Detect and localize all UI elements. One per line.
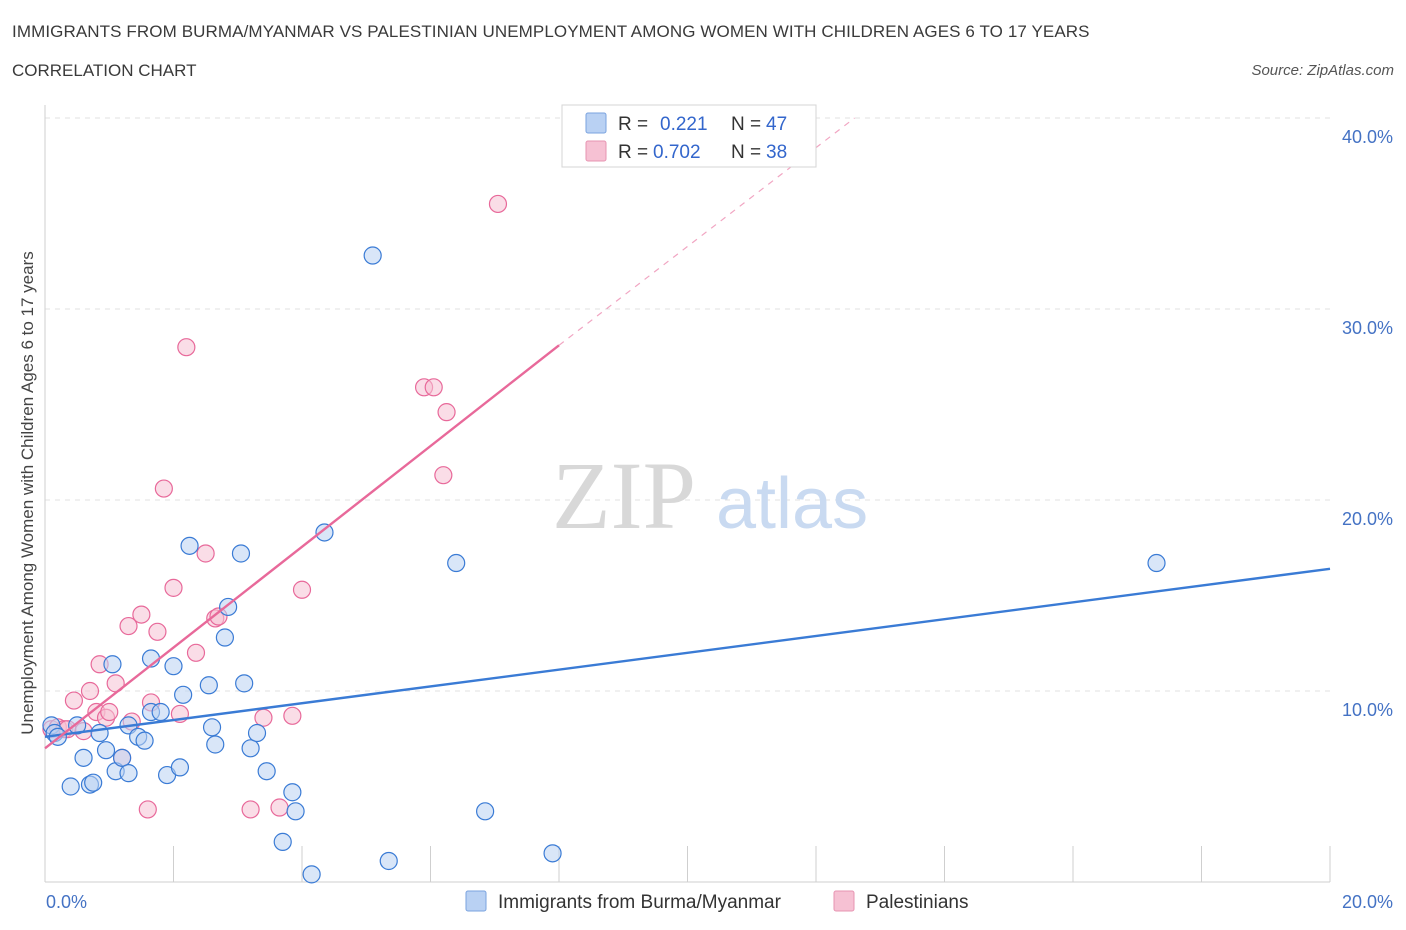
trend-lines bbox=[44, 117, 1331, 750]
palestinians-trend-extension bbox=[558, 117, 855, 346]
legend-n-label-burma: N = bbox=[731, 114, 761, 135]
y-tick-labels: 10.0% 20.0% 30.0% 40.0% bbox=[1342, 127, 1393, 720]
chart-title: IMMIGRANTS FROM BURMA/MYANMAR VS PALESTI… bbox=[12, 22, 1090, 41]
burma-point bbox=[363, 246, 382, 265]
palestinians-point bbox=[64, 691, 84, 710]
chart-subtitle: CORRELATION CHART bbox=[12, 61, 197, 80]
palestinians-point bbox=[196, 544, 215, 563]
series-legend-swatch-burma bbox=[465, 890, 487, 912]
burma-point bbox=[174, 685, 193, 704]
palestinians-point bbox=[148, 622, 167, 641]
burma-point bbox=[74, 748, 93, 767]
burma-point bbox=[257, 762, 276, 781]
y-tick-label: 30.0% bbox=[1342, 318, 1393, 338]
burma-point bbox=[476, 802, 495, 821]
palestinians-point bbox=[132, 605, 151, 624]
axes bbox=[44, 105, 1331, 883]
legend-r-label-palestinians: R = bbox=[618, 142, 648, 163]
x-tick-label-max: 20.0% bbox=[1342, 892, 1393, 912]
burma-point bbox=[202, 718, 222, 737]
y-tick-label: 10.0% bbox=[1342, 700, 1393, 720]
watermark: ZIP atlas bbox=[552, 442, 868, 549]
burma-point bbox=[119, 764, 138, 783]
burma-point bbox=[90, 723, 109, 743]
burma-point bbox=[247, 723, 267, 743]
burma-point bbox=[231, 544, 251, 563]
watermark-zip: ZIP bbox=[552, 442, 696, 549]
burma-point bbox=[543, 844, 562, 863]
y-tick-label: 40.0% bbox=[1342, 127, 1393, 147]
palestinians-point bbox=[80, 681, 100, 701]
burma-point bbox=[241, 739, 260, 758]
palestinians-point bbox=[424, 378, 443, 397]
burma-point bbox=[379, 851, 398, 871]
burma-point bbox=[286, 802, 305, 821]
gridlines bbox=[45, 117, 1330, 692]
palestinians-point bbox=[488, 194, 508, 214]
palestinians-points bbox=[42, 194, 508, 819]
burma-point bbox=[112, 748, 132, 767]
burma-points bbox=[42, 246, 1166, 884]
palestinians-point bbox=[177, 338, 196, 357]
source-label: Source: ZipAtlas.com bbox=[1251, 62, 1394, 79]
palestinians-point bbox=[138, 800, 157, 819]
burma-point bbox=[447, 553, 466, 573]
burma-point bbox=[283, 783, 302, 802]
series-legend: Immigrants from Burma/Myanmar Palestinia… bbox=[465, 890, 968, 913]
burma-point bbox=[199, 676, 218, 695]
series-legend-label-burma: Immigrants from Burma/Myanmar bbox=[498, 892, 782, 913]
burma-point bbox=[135, 731, 154, 750]
palestinians-point bbox=[154, 479, 173, 498]
burma-point bbox=[302, 865, 321, 884]
burma-point bbox=[103, 655, 122, 674]
stats-legend: R = 0.221 N = 47 R = 0.702 N = 38 bbox=[561, 104, 817, 168]
watermark-atlas: atlas bbox=[716, 464, 868, 544]
series-legend-label-palestinians: Palestinians bbox=[866, 892, 968, 913]
legend-swatch-burma bbox=[585, 112, 607, 134]
legend-n-label-palestinians: N = bbox=[731, 142, 761, 163]
burma-point bbox=[164, 657, 183, 676]
palestinians-point bbox=[434, 466, 453, 485]
legend-n-value-palestinians: 38 bbox=[766, 142, 787, 163]
legend-r-label-burma: R = bbox=[618, 114, 648, 135]
x-tick-labels: 0.0% 20.0% bbox=[46, 892, 1393, 912]
burma-point bbox=[1147, 553, 1166, 573]
palestinians-point bbox=[164, 578, 183, 597]
legend-n-value-burma: 47 bbox=[766, 114, 787, 135]
burma-point bbox=[84, 773, 103, 792]
palestinians-point bbox=[119, 616, 138, 636]
legend-swatch-palestinians bbox=[585, 140, 607, 162]
x-tick-label-min: 0.0% bbox=[46, 892, 87, 912]
y-tick-label: 20.0% bbox=[1342, 509, 1393, 529]
palestinians-point bbox=[270, 798, 289, 817]
palestinians-point bbox=[292, 580, 312, 599]
burma-point bbox=[315, 523, 334, 542]
burma-point bbox=[180, 536, 199, 555]
burma-point bbox=[215, 628, 234, 647]
burma-point bbox=[206, 735, 225, 754]
burma-point bbox=[235, 674, 254, 693]
burma-point bbox=[273, 832, 292, 851]
burma-point bbox=[61, 777, 80, 796]
palestinians-point bbox=[241, 800, 260, 819]
palestinians-point bbox=[186, 643, 206, 662]
burma-trend-line bbox=[44, 567, 1331, 739]
legend-r-value-palestinians: 0.702 bbox=[653, 142, 701, 163]
burma-point bbox=[170, 758, 190, 777]
burma-point bbox=[151, 702, 170, 722]
palestinians-trend-line bbox=[44, 344, 560, 750]
series-legend-swatch-palestinians bbox=[833, 890, 855, 912]
palestinians-point bbox=[100, 702, 119, 722]
burma-point bbox=[96, 741, 116, 760]
palestinians-point bbox=[283, 706, 302, 725]
palestinians-point bbox=[437, 403, 456, 422]
palestinians-point bbox=[254, 708, 273, 727]
legend-r-value-burma: 0.221 bbox=[660, 114, 708, 135]
